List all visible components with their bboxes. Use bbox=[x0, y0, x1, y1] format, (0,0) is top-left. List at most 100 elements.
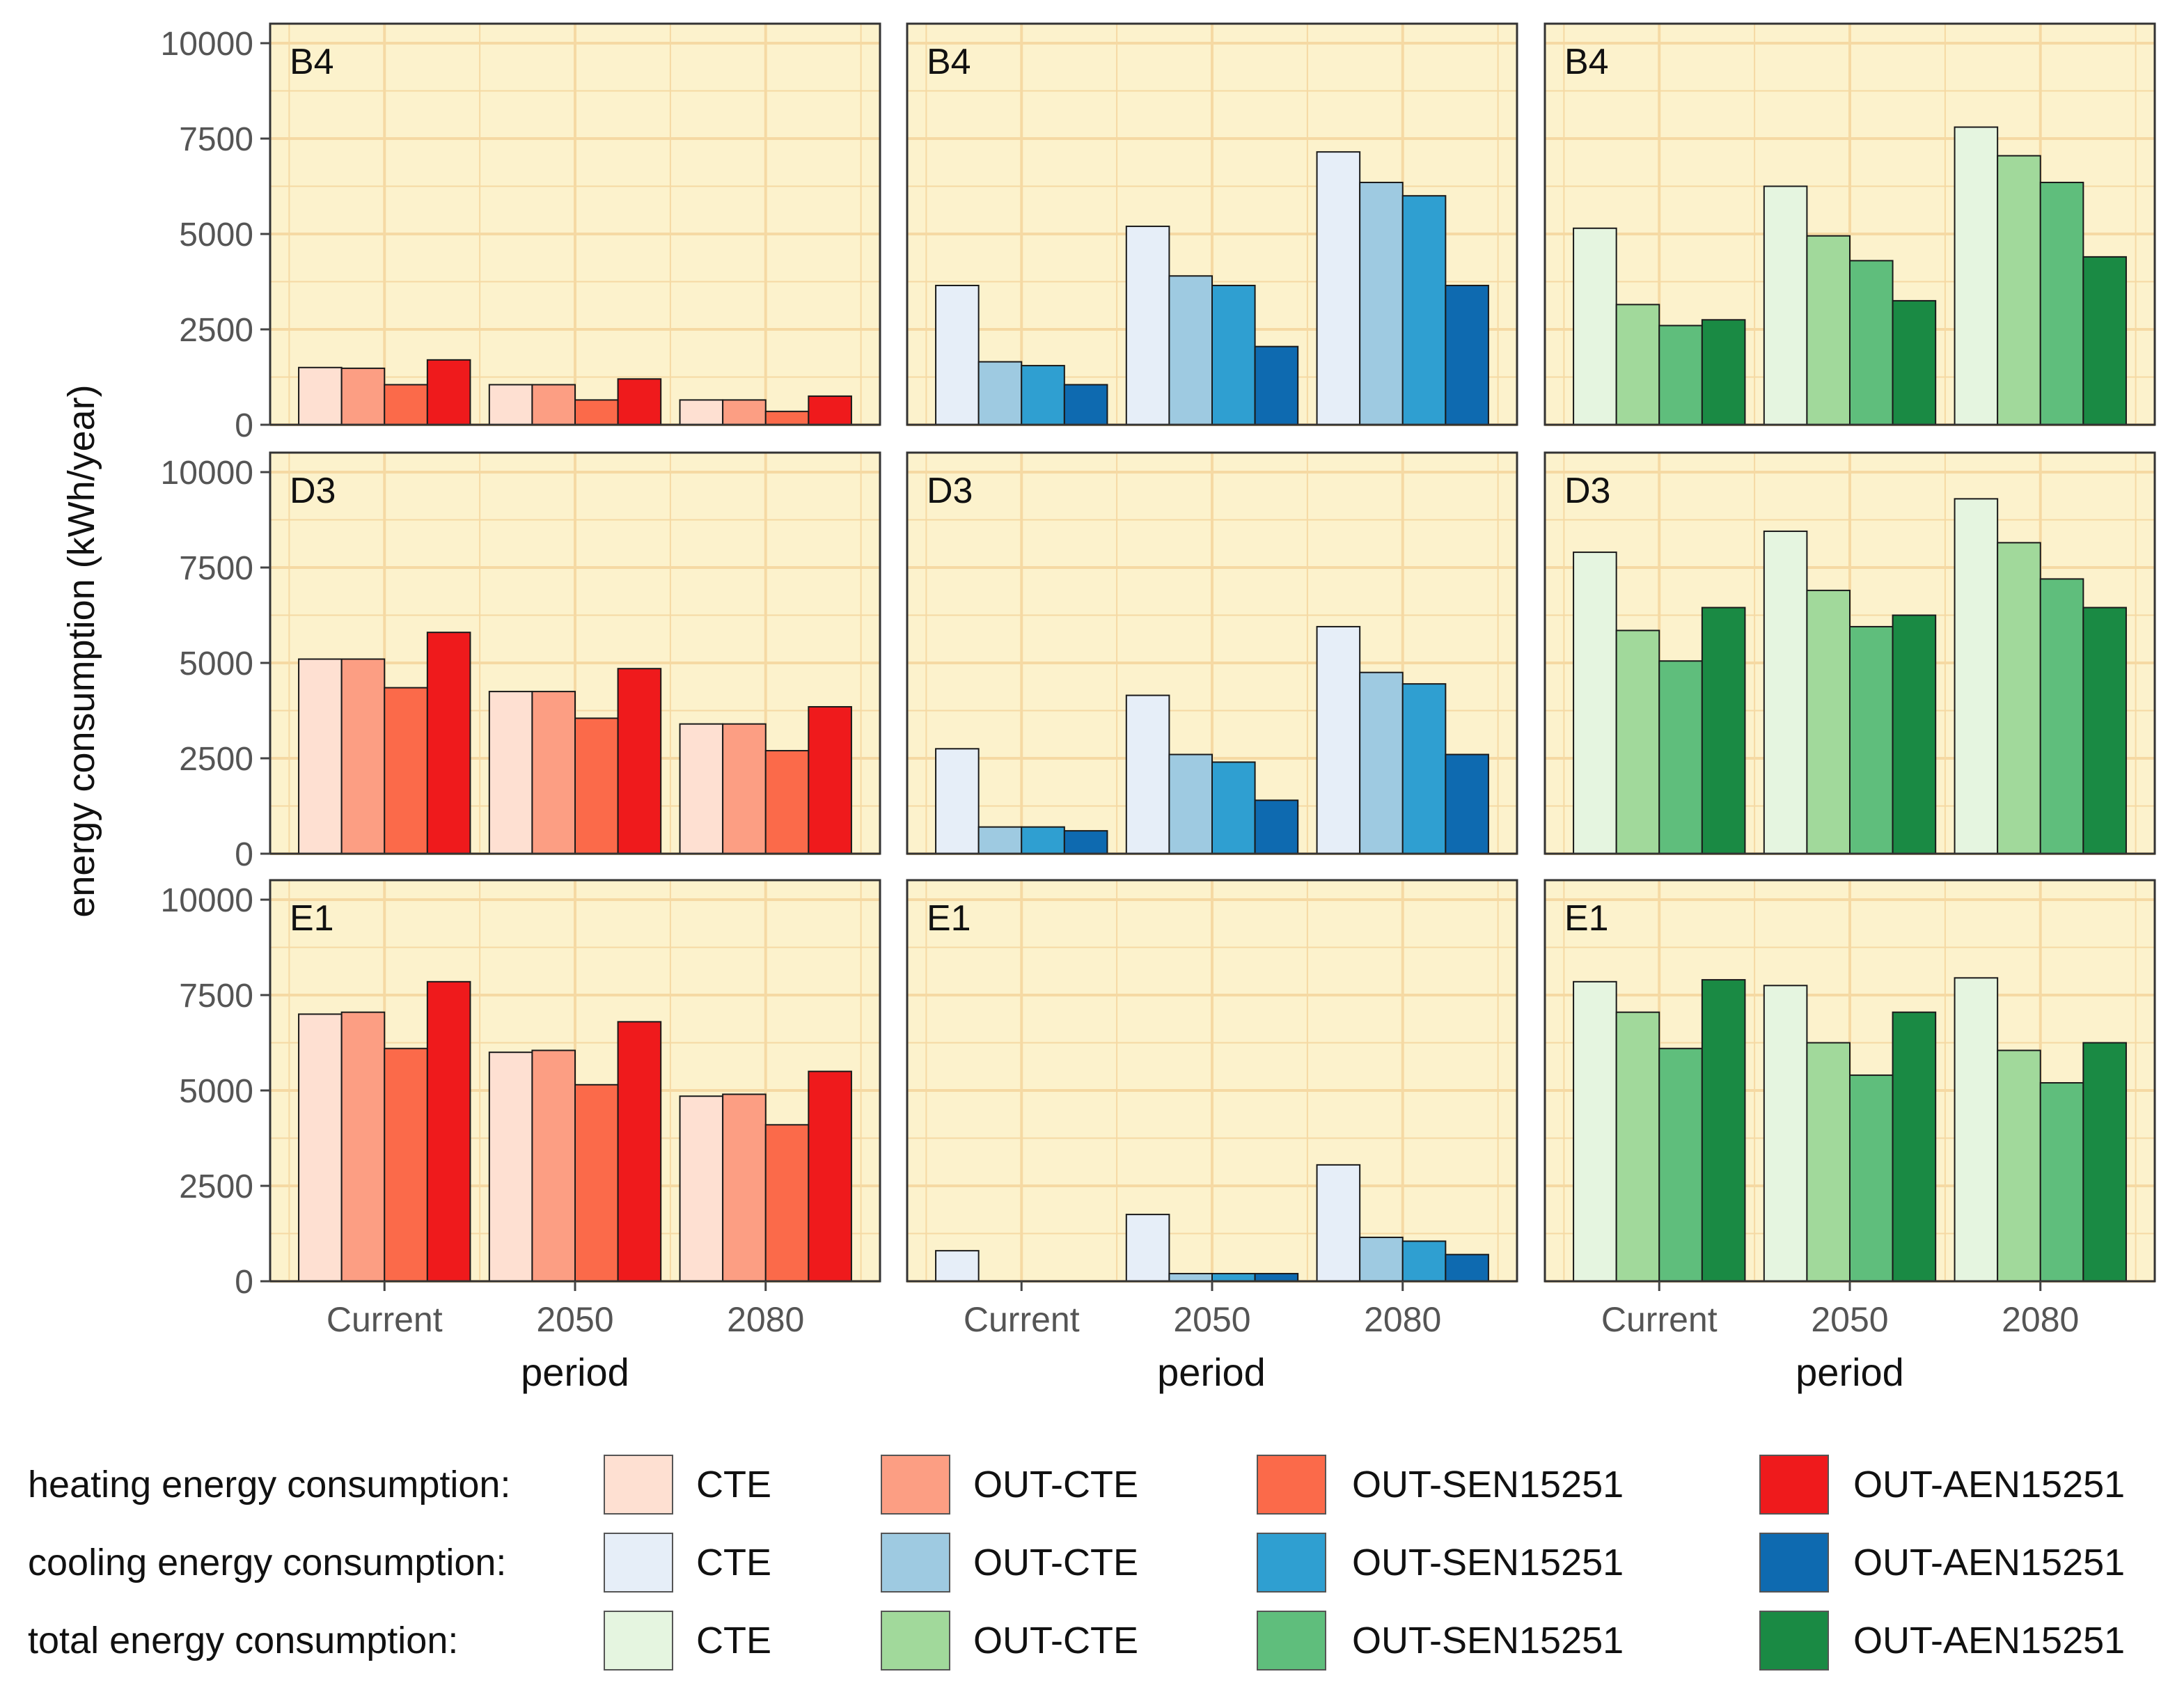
y-tick-label: 10000 bbox=[161, 26, 253, 63]
panels-layer: B4 0 2500 5000 7500 10000 B4 B4 D3 0 2500 5000 7500 1… bbox=[161, 22, 2156, 1339]
bar-cte-2080 bbox=[1316, 625, 1361, 854]
legend-swatch bbox=[1759, 1455, 1829, 1515]
bar-out-cte-2050 bbox=[531, 384, 576, 426]
bar-out-aen15251-current bbox=[426, 980, 471, 1282]
bar-out-aen15251-current bbox=[1063, 384, 1108, 426]
panel-D3-cooling: D3 bbox=[906, 451, 1518, 855]
bar-out-cte-2050 bbox=[1806, 1042, 1851, 1282]
bar-out-sen15251-2080 bbox=[1401, 1240, 1447, 1282]
bar-cte-2050 bbox=[488, 384, 533, 426]
panel-B4-total: B4 bbox=[1543, 22, 2156, 426]
y-axis-title: energy consumption (kWh/year) bbox=[61, 384, 102, 917]
x-tick-label: Current bbox=[964, 1300, 1080, 1339]
bar-out-cte-2080 bbox=[1997, 155, 2041, 425]
x-tick-label: Current bbox=[1601, 1300, 1718, 1339]
bar-out-cte-current bbox=[340, 1011, 386, 1283]
bar-out-sen15251-2080 bbox=[2039, 578, 2084, 854]
legend-swatch bbox=[1759, 1611, 1829, 1671]
legend-label: OUT-SEN15251 bbox=[1352, 1464, 1624, 1505]
panel-E1-cooling: E1 Current 2050 2080 bbox=[906, 879, 1518, 1339]
bar-cte-current bbox=[1573, 980, 1617, 1282]
x-tick-label: 2080 bbox=[2002, 1300, 2079, 1339]
bar-out-sen15251-2050 bbox=[574, 399, 619, 426]
bar-out-sen15251-current bbox=[384, 1047, 428, 1282]
panel-label: B4 bbox=[927, 42, 971, 82]
bar-cte-2080 bbox=[1316, 151, 1361, 425]
bar-out-sen15251-2050 bbox=[1211, 761, 1256, 854]
bar-out-cte-2050 bbox=[531, 691, 576, 854]
bar-out-cte-current bbox=[977, 361, 1023, 426]
bar-out-sen15251-2050 bbox=[1849, 625, 1894, 854]
panel-E1-total: E1 Current 2050 2080 bbox=[1543, 879, 2156, 1339]
bar-out-sen15251-current bbox=[384, 384, 428, 426]
bar-out-aen15251-2050 bbox=[1254, 345, 1299, 425]
panel-border bbox=[906, 451, 1518, 855]
bar-out-cte-current bbox=[340, 658, 386, 855]
panel-border bbox=[906, 22, 1518, 426]
panel-label: E1 bbox=[1564, 898, 1609, 939]
legend-row-title: cooling energy consumption: bbox=[28, 1542, 506, 1583]
legend-label: OUT-CTE bbox=[973, 1620, 1138, 1661]
panel-B4-cooling: B4 bbox=[906, 22, 1518, 426]
bar-cte-2050 bbox=[1125, 1214, 1170, 1282]
bar-out-cte-2050 bbox=[1168, 275, 1213, 425]
bar-cte-2050 bbox=[1125, 694, 1170, 855]
bar-out-cte-2050 bbox=[1806, 589, 1851, 854]
bar-cte-2080 bbox=[679, 723, 724, 855]
bar-out-aen15251-2080 bbox=[808, 395, 852, 426]
bar-out-cte-current bbox=[1615, 629, 1660, 854]
x-tick-label: 2080 bbox=[1364, 1300, 1441, 1339]
y-tick-label: 2500 bbox=[179, 1168, 253, 1205]
bar-cte-current bbox=[935, 748, 980, 855]
bar-cte-current bbox=[1573, 227, 1617, 425]
bar-cte-2080 bbox=[679, 399, 724, 426]
bar-out-sen15251-2080 bbox=[764, 410, 810, 426]
legend-swatch bbox=[881, 1611, 950, 1671]
bar-out-aen15251-2050 bbox=[617, 378, 662, 425]
bar-out-cte-2080 bbox=[722, 723, 767, 855]
legend-swatch bbox=[1759, 1533, 1829, 1593]
bar-out-cte-current bbox=[1615, 1011, 1660, 1283]
bar-out-sen15251-current bbox=[1021, 826, 1065, 855]
bar-out-aen15251-current bbox=[1701, 979, 1746, 1282]
legend-swatch bbox=[1257, 1611, 1326, 1671]
panel-label: E1 bbox=[927, 898, 971, 939]
panel-label: B4 bbox=[1564, 42, 1609, 82]
bar-out-cte-current bbox=[1615, 304, 1660, 425]
legend-row-heating: heating energy consumption: CTE OUT-CTE OUT… bbox=[28, 1455, 2125, 1515]
bar-out-aen15251-2050 bbox=[1892, 1011, 1937, 1283]
panel-label: D3 bbox=[927, 471, 973, 511]
bar-out-sen15251-current bbox=[384, 687, 428, 854]
bar-cte-2050 bbox=[1763, 985, 1808, 1283]
y-tick-label: 0 bbox=[235, 1264, 253, 1301]
bar-out-sen15251-2080 bbox=[1401, 683, 1447, 855]
y-tick-label: 10000 bbox=[161, 882, 253, 919]
y-tick-label: 5000 bbox=[179, 217, 253, 253]
bar-cte-current bbox=[935, 1250, 980, 1283]
y-tick-label: 2500 bbox=[179, 741, 253, 778]
bar-out-cte-2080 bbox=[1997, 1049, 2041, 1282]
bar-out-sen15251-2080 bbox=[1401, 195, 1447, 425]
panel-E1-heating: E1 0 2500 5000 7500 10000 Current 2050 2080 bbox=[161, 879, 881, 1339]
bar-out-cte-2080 bbox=[1359, 1236, 1404, 1282]
legend-swatch bbox=[604, 1611, 673, 1671]
bar-out-aen15251-2050 bbox=[617, 668, 662, 854]
legend-label: OUT-SEN15251 bbox=[1352, 1542, 1624, 1583]
bar-cte-current bbox=[298, 1013, 343, 1283]
bar-out-sen15251-current bbox=[1658, 660, 1703, 854]
bar-out-aen15251-2080 bbox=[2082, 256, 2127, 425]
panel-border bbox=[1543, 451, 2156, 855]
bar-cte-2080 bbox=[1316, 1164, 1361, 1282]
legend-row-title: total energy consumption: bbox=[28, 1620, 458, 1661]
bar-out-aen15251-2050 bbox=[617, 1021, 662, 1282]
bar-out-sen15251-2080 bbox=[2039, 1082, 2084, 1283]
legend-swatch bbox=[881, 1533, 950, 1593]
bar-out-aen15251-2080 bbox=[1445, 284, 1489, 426]
legend-label: CTE bbox=[696, 1542, 771, 1583]
bar-cte-2080 bbox=[1954, 977, 1999, 1282]
bar-out-sen15251-2080 bbox=[2039, 182, 2084, 425]
x-axis-title-col3: period bbox=[1796, 1350, 1904, 1394]
legend-label: OUT-SEN15251 bbox=[1352, 1620, 1624, 1661]
bar-out-aen15251-2080 bbox=[2082, 607, 2127, 854]
